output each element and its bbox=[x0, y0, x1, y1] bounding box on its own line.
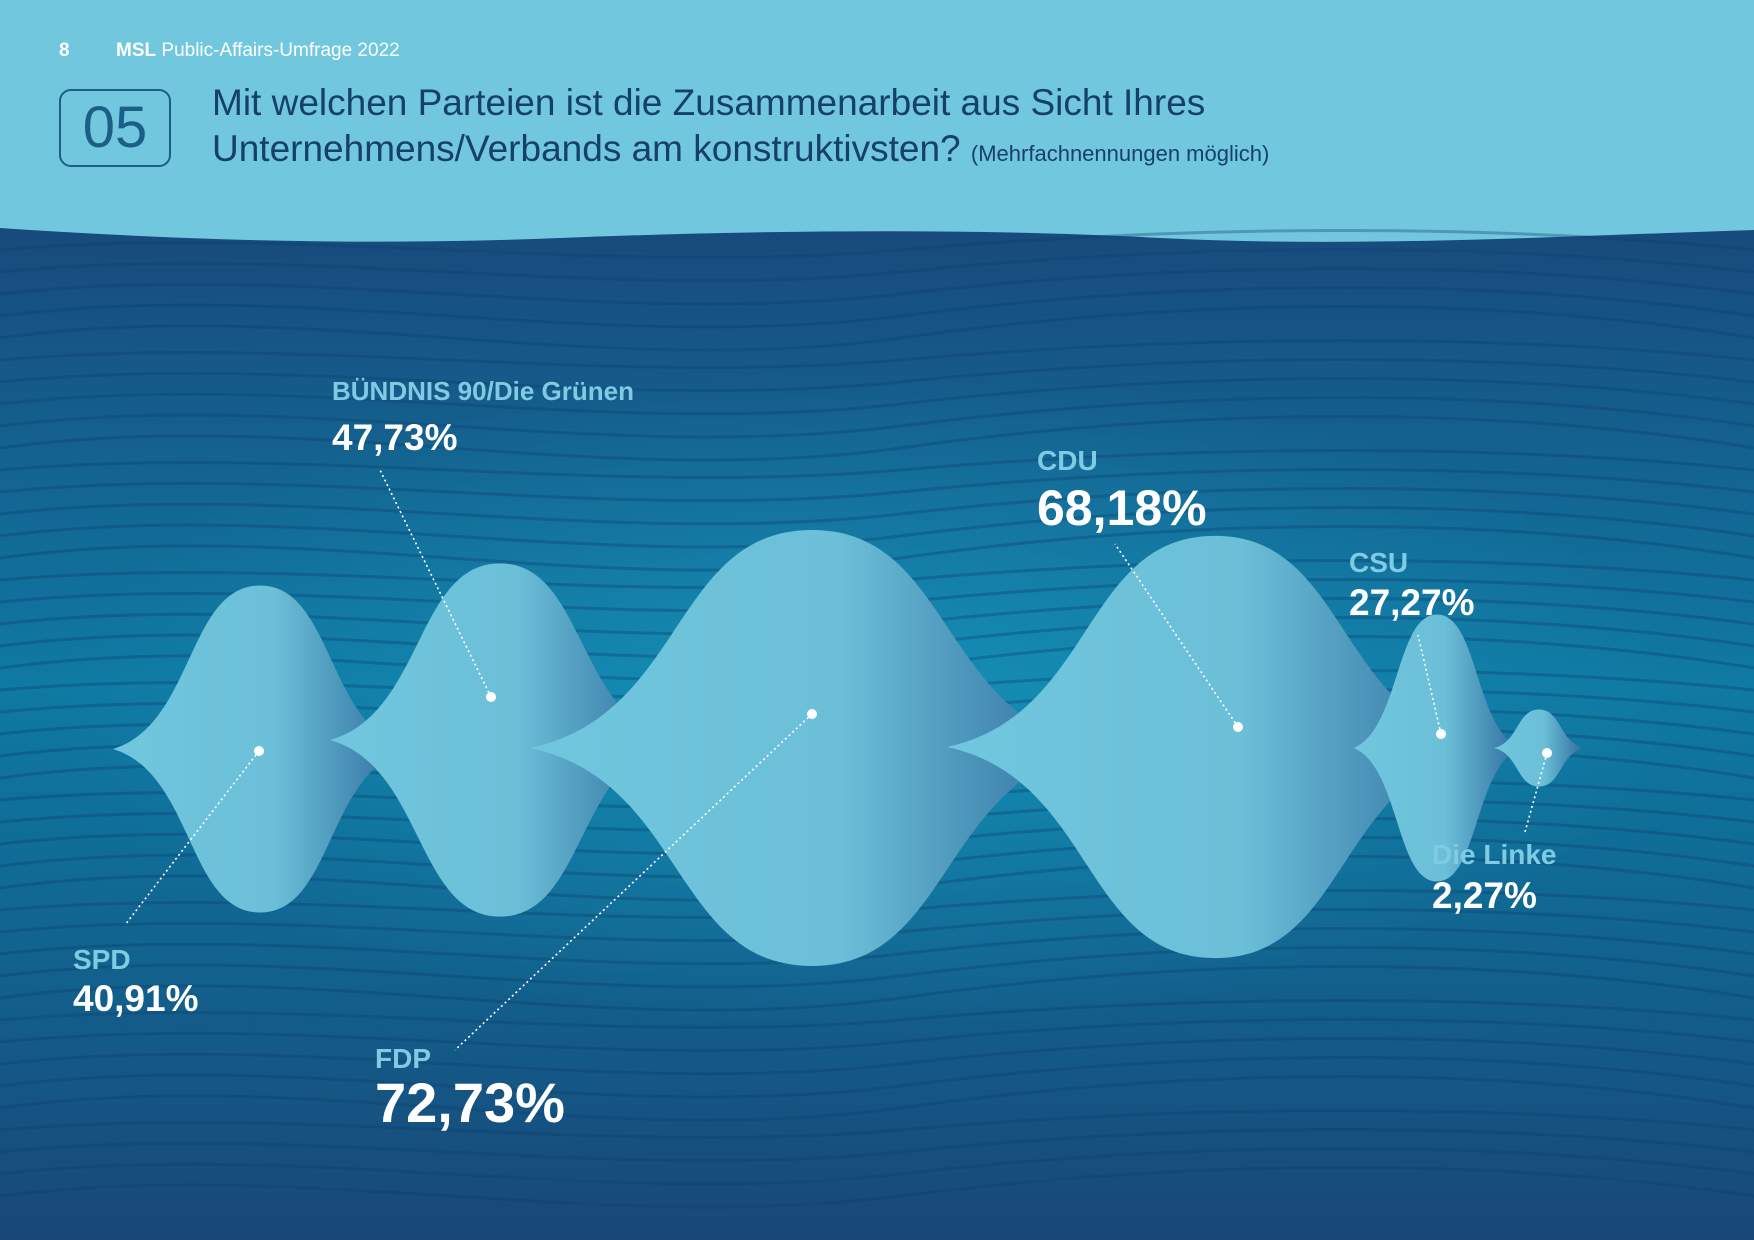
wave-line bbox=[0, 415, 1754, 462]
wave-line bbox=[0, 1018, 1754, 1053]
bubble-center-dot bbox=[807, 709, 817, 719]
leader-line bbox=[124, 750, 260, 926]
question-line-2: Unternehmens/Verbands am konstruktivsten… bbox=[212, 126, 1692, 177]
wave-line bbox=[0, 286, 1754, 329]
wave-line bbox=[0, 999, 1754, 1029]
bubble-center-dot bbox=[1436, 729, 1446, 739]
wave-line bbox=[0, 339, 1754, 369]
party-label: Die Linke bbox=[1432, 839, 1557, 870]
wave-line bbox=[0, 1147, 1754, 1186]
party-value: 72,73% bbox=[375, 1071, 565, 1134]
party-value: 2,27% bbox=[1432, 875, 1537, 916]
bubble-center-dot bbox=[1542, 748, 1552, 758]
question-line-2-text: Unternehmens/Verbands am konstruktivsten… bbox=[212, 128, 961, 169]
party-label: FDP bbox=[375, 1043, 431, 1074]
wave-line bbox=[0, 358, 1754, 393]
publication-title: MSL Public-Affairs-Umfrage 2022 bbox=[116, 40, 400, 62]
page-number: 8 bbox=[59, 40, 70, 61]
wave-line bbox=[0, 525, 1754, 572]
party-label: CSU bbox=[1349, 547, 1409, 578]
brand-logo: MSL bbox=[116, 40, 157, 61]
wave-line bbox=[0, 965, 1754, 1012]
leader-line bbox=[379, 469, 492, 698]
wave-line bbox=[0, 1056, 1754, 1099]
bubble-center-dot bbox=[486, 692, 496, 702]
question-line-1: Mit welchen Parteien ist die Zusammenarb… bbox=[212, 82, 1206, 123]
leader-line bbox=[1114, 543, 1239, 728]
bubble-fdp bbox=[530, 530, 1094, 966]
wave-line bbox=[0, 449, 1754, 479]
bubble-cdu bbox=[947, 535, 1483, 959]
leader-line bbox=[1524, 752, 1548, 833]
wave-line bbox=[0, 1128, 1754, 1163]
bubble-b-ndnis-90-die-gr-nen bbox=[330, 563, 670, 917]
leader-lines bbox=[124, 469, 1552, 1051]
wave-line bbox=[0, 1166, 1754, 1209]
wave-line bbox=[0, 487, 1754, 526]
wave-line bbox=[0, 248, 1754, 283]
leader-line bbox=[454, 713, 813, 1051]
bubble-die-linke bbox=[1494, 709, 1584, 787]
wave-line bbox=[0, 908, 1754, 943]
party-label: SPD bbox=[73, 944, 131, 975]
bubble-center-dot bbox=[254, 746, 264, 756]
party-value: 27,27% bbox=[1349, 582, 1475, 623]
page-header: 8 MSL Public-Affairs-Umfrage 2022 05 Mit… bbox=[0, 0, 1754, 240]
question-number-badge: 05 bbox=[59, 89, 171, 167]
wave-line bbox=[0, 1037, 1754, 1076]
party-value: 40,91% bbox=[73, 978, 199, 1019]
wave-line bbox=[0, 229, 1754, 259]
wave-line bbox=[0, 267, 1754, 306]
bubble-csu bbox=[1354, 614, 1520, 882]
party-label: CDU bbox=[1037, 445, 1098, 476]
leader-line bbox=[1417, 634, 1442, 735]
wave-line bbox=[0, 946, 1754, 989]
wave-line bbox=[0, 506, 1754, 549]
publication-name: Public-Affairs-Umfrage 2022 bbox=[161, 40, 400, 61]
wave-line bbox=[0, 1075, 1754, 1122]
wave-line bbox=[0, 305, 1754, 352]
question-note: (Mehrfachnennungen möglich) bbox=[970, 141, 1270, 166]
wave-line bbox=[0, 377, 1754, 416]
wave-line bbox=[0, 468, 1754, 503]
question-text: Mit welchen Parteien ist die Zusammenarb… bbox=[212, 80, 1692, 177]
party-value: 47,73% bbox=[332, 417, 458, 458]
bubble-center-dot bbox=[1233, 722, 1243, 732]
party-label: BÜNDNIS 90/Die Grünen bbox=[332, 376, 634, 406]
party-value: 68,18% bbox=[1037, 480, 1207, 536]
wave-line bbox=[0, 396, 1754, 439]
wave-line bbox=[0, 1109, 1754, 1139]
wave-line bbox=[0, 927, 1754, 966]
